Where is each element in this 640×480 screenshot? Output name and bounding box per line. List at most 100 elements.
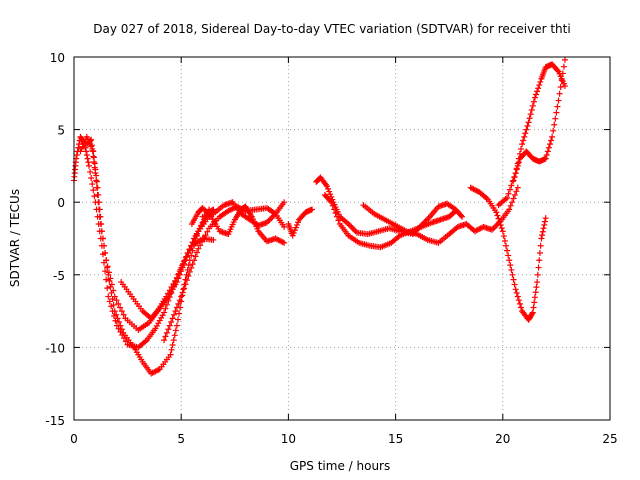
data-point xyxy=(531,94,538,101)
series-track-k xyxy=(360,184,521,246)
data-point xyxy=(188,265,195,272)
data-point xyxy=(210,236,217,243)
data-point xyxy=(90,187,97,194)
data-point xyxy=(489,226,496,233)
series-track-i xyxy=(313,174,466,238)
data-point xyxy=(105,271,112,278)
data-point xyxy=(459,213,466,220)
data-point xyxy=(106,277,113,284)
data-point xyxy=(110,302,117,309)
data-point xyxy=(498,225,505,232)
data-point xyxy=(541,218,548,225)
data-point xyxy=(513,188,520,195)
data-point xyxy=(503,242,510,249)
data-point xyxy=(180,286,187,293)
data-point xyxy=(169,315,176,322)
data-point xyxy=(513,166,520,173)
data-point xyxy=(202,232,209,239)
y-tick-label: -5 xyxy=(53,269,65,283)
y-tick-label: -15 xyxy=(45,414,65,428)
data-point xyxy=(329,202,336,209)
data-point xyxy=(120,311,127,318)
data-point xyxy=(89,181,96,188)
data-point xyxy=(118,308,125,315)
data-point xyxy=(85,159,92,166)
data-point xyxy=(526,115,533,122)
tick-labels: 0 5 10 15 20 25 -15 -10 -5 0 5 10 xyxy=(45,51,617,446)
data-point xyxy=(515,297,522,304)
data-point xyxy=(493,209,500,216)
y-tick-label: -10 xyxy=(45,341,65,355)
data-point xyxy=(104,285,111,292)
data-point xyxy=(92,166,99,173)
data-point xyxy=(553,109,560,116)
data-point xyxy=(114,315,121,322)
data-point xyxy=(88,175,95,181)
data-point xyxy=(490,225,497,232)
data-point xyxy=(559,70,566,77)
data-point xyxy=(263,219,270,226)
data-point xyxy=(171,311,178,318)
data-point xyxy=(528,106,535,113)
data-point xyxy=(552,115,559,122)
data-point xyxy=(535,264,542,271)
data-point xyxy=(529,309,536,316)
y-tick-label: 0 xyxy=(57,196,65,210)
data-point xyxy=(527,111,534,118)
data-point xyxy=(331,206,338,213)
data-point xyxy=(170,337,177,344)
data-point xyxy=(510,195,517,202)
y-tick-label: 10 xyxy=(50,51,65,65)
data-point xyxy=(101,242,108,249)
data-point xyxy=(536,250,543,257)
data-point xyxy=(295,219,302,226)
data-point xyxy=(561,56,568,63)
data-point xyxy=(333,213,340,220)
data-point xyxy=(168,318,175,325)
data-point xyxy=(508,182,515,189)
data-point xyxy=(182,281,189,288)
data-point xyxy=(351,226,358,233)
data-point xyxy=(82,144,89,151)
data-point xyxy=(181,285,188,292)
data-point xyxy=(508,266,515,273)
data-point xyxy=(117,304,124,311)
data-point xyxy=(522,130,529,137)
data-point xyxy=(512,286,519,293)
data-point xyxy=(200,235,207,242)
data-point xyxy=(327,191,334,198)
data-point xyxy=(113,311,120,318)
y-tick-label: 5 xyxy=(57,124,65,138)
data-point xyxy=(107,283,114,290)
data-point xyxy=(326,188,333,195)
data-point xyxy=(172,308,179,315)
data-point xyxy=(117,322,124,329)
x-tick-label: 10 xyxy=(281,432,296,446)
data-point xyxy=(281,239,288,246)
series-track-j xyxy=(321,191,459,251)
data-point xyxy=(172,327,179,334)
series-track-b xyxy=(83,136,213,333)
data-point xyxy=(514,162,521,169)
series-track-d xyxy=(118,206,213,322)
data-point xyxy=(281,223,288,230)
x-tick-label: 25 xyxy=(602,432,617,446)
data-point xyxy=(105,293,112,300)
data-point xyxy=(509,178,516,185)
data-point xyxy=(293,221,300,228)
series-track-h xyxy=(285,206,315,239)
data-point xyxy=(558,77,565,84)
data-point xyxy=(192,253,199,260)
data-point xyxy=(543,152,550,159)
data-point xyxy=(186,246,193,253)
data-point xyxy=(518,145,525,152)
data-point xyxy=(540,225,547,232)
data-point xyxy=(548,137,555,144)
data-point xyxy=(161,337,168,344)
data-point xyxy=(91,160,98,167)
data-point xyxy=(308,206,315,213)
data-point xyxy=(516,300,523,307)
data-point xyxy=(90,148,97,155)
data-point xyxy=(173,304,180,311)
